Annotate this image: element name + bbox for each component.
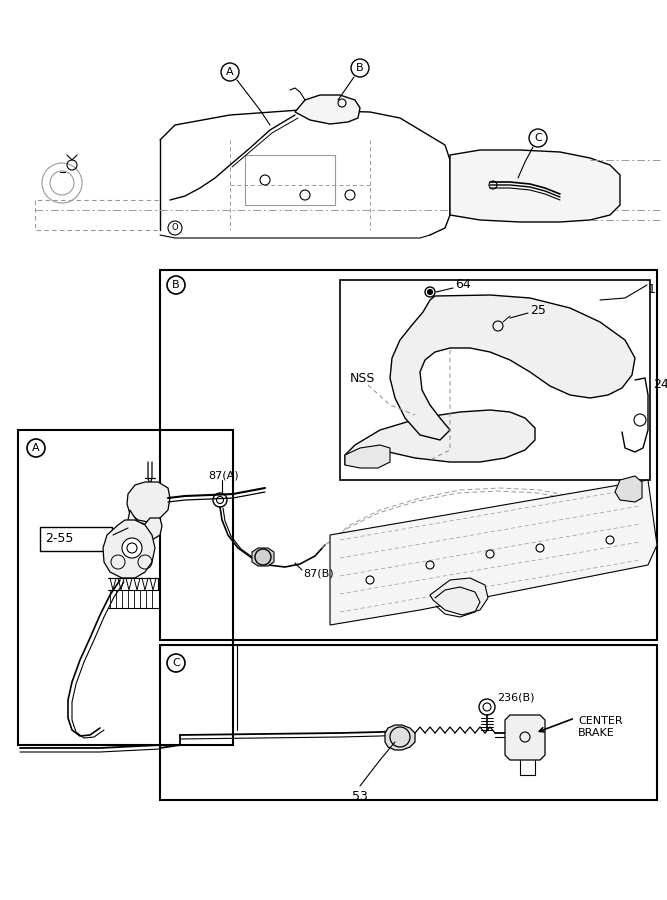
Polygon shape <box>127 482 170 522</box>
Text: O: O <box>171 223 178 232</box>
Text: 2-55: 2-55 <box>45 533 73 545</box>
Polygon shape <box>345 445 390 468</box>
Text: 87(B): 87(B) <box>303 568 334 578</box>
Text: A: A <box>226 67 234 77</box>
Text: 25: 25 <box>530 303 546 317</box>
Polygon shape <box>295 95 360 124</box>
Polygon shape <box>103 520 155 578</box>
Text: 236(B): 236(B) <box>497 693 534 703</box>
Polygon shape <box>385 725 415 750</box>
Text: NSS: NSS <box>350 372 376 384</box>
Text: 64: 64 <box>455 278 471 292</box>
Text: B: B <box>172 280 180 290</box>
Polygon shape <box>125 510 162 542</box>
Bar <box>18 430 233 745</box>
Circle shape <box>122 538 142 558</box>
Polygon shape <box>615 476 642 502</box>
Text: 1: 1 <box>648 283 656 296</box>
Polygon shape <box>252 548 274 566</box>
Text: A: A <box>32 443 40 453</box>
Bar <box>160 270 657 640</box>
Polygon shape <box>450 150 620 222</box>
Bar <box>40 527 112 551</box>
Text: B: B <box>356 63 364 73</box>
Polygon shape <box>505 715 545 760</box>
Text: 53: 53 <box>352 790 368 803</box>
Polygon shape <box>345 410 535 465</box>
Bar <box>245 155 335 205</box>
Polygon shape <box>330 480 657 625</box>
Polygon shape <box>430 578 488 615</box>
Text: CENTER
BRAKE: CENTER BRAKE <box>578 716 622 738</box>
Text: C: C <box>172 658 180 668</box>
Text: C: C <box>534 133 542 143</box>
Circle shape <box>428 290 432 294</box>
Polygon shape <box>390 295 635 440</box>
Text: 24: 24 <box>653 379 667 392</box>
Text: 87(A): 87(A) <box>208 470 239 480</box>
Bar <box>160 645 657 800</box>
Bar <box>340 280 650 480</box>
